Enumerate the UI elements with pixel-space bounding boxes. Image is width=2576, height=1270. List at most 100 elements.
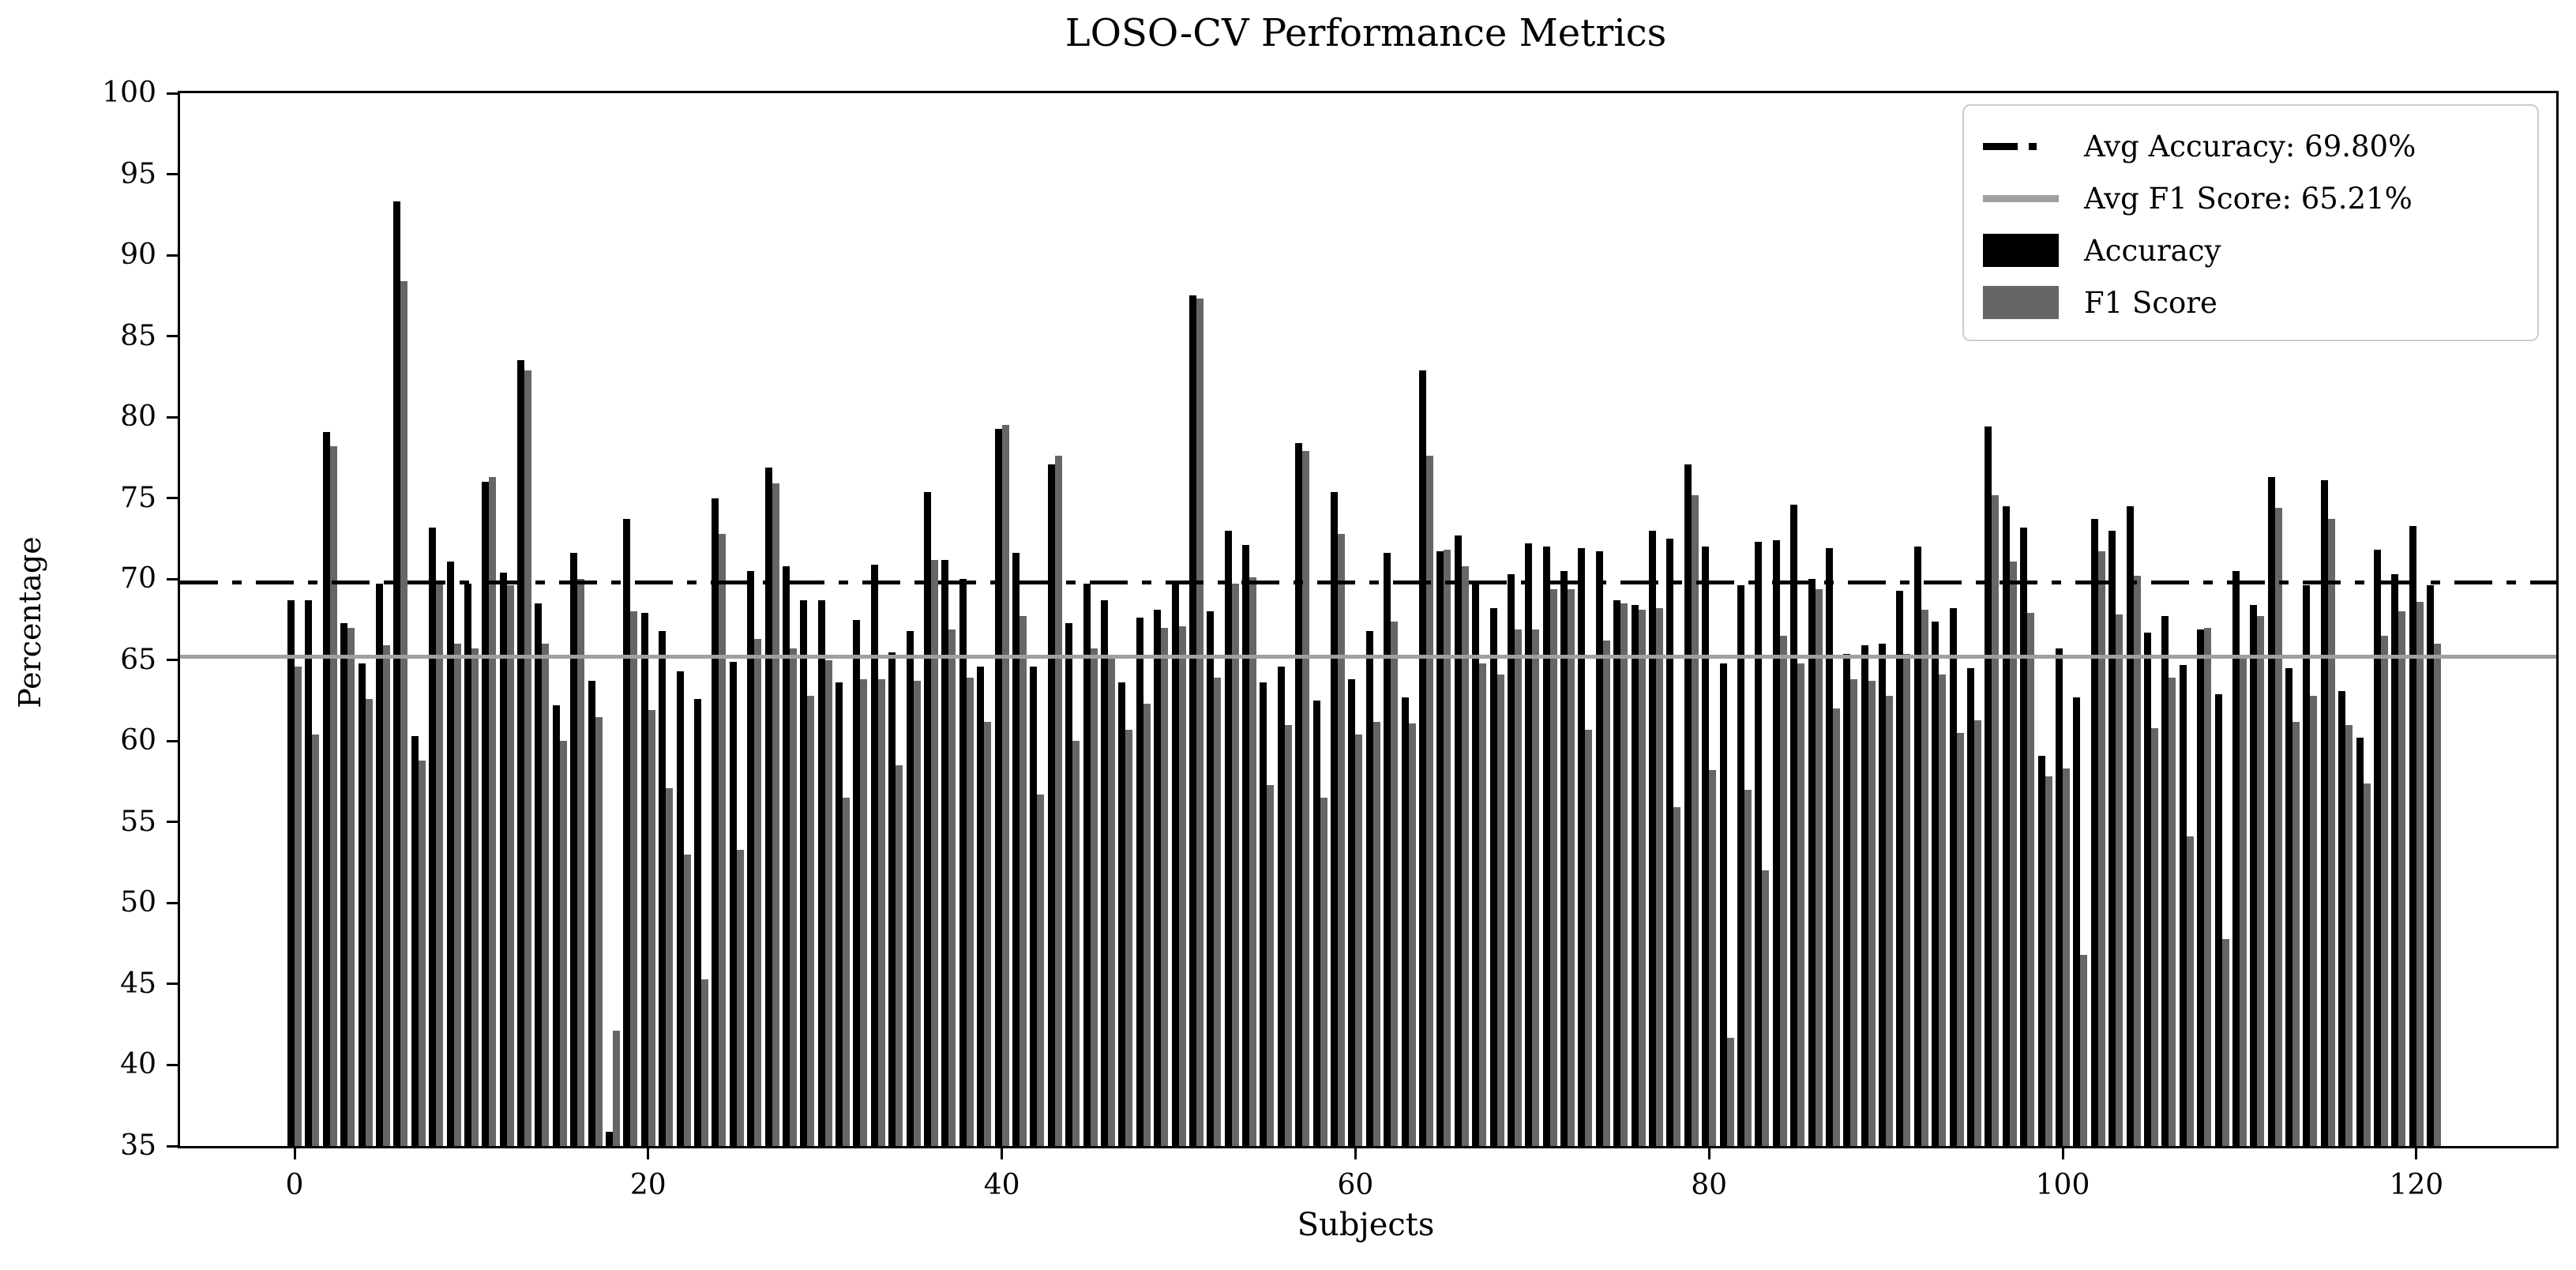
accuracy-bar: [941, 559, 949, 1146]
y-tick-label: 50: [120, 886, 156, 919]
f1-bar: [1249, 577, 1257, 1146]
f1-bar: [948, 629, 956, 1146]
accuracy-bar: [676, 671, 684, 1146]
accuracy-bar: [623, 519, 631, 1146]
accuracy-bar: [2090, 519, 2098, 1146]
accuracy-bar: [1118, 682, 1126, 1146]
y-tick-mark: [167, 415, 178, 419]
f1-bar: [1620, 603, 1628, 1146]
f1-bar: [2381, 636, 2389, 1146]
f1-bar: [1903, 653, 1911, 1146]
f1-bar: [966, 678, 974, 1146]
f1-bar: [524, 370, 532, 1146]
f1-bar: [2027, 613, 2035, 1146]
f1-bar: [843, 798, 851, 1146]
f1-bar: [2221, 938, 2229, 1146]
f1-bar: [1320, 798, 1327, 1146]
accuracy-bar: [853, 619, 861, 1146]
avg-f1-line: [180, 654, 2556, 659]
f1-bar: [2363, 783, 2371, 1146]
f1-bar: [1408, 723, 1416, 1146]
y-tick-label: 65: [120, 643, 156, 676]
accuracy-bar: [305, 599, 313, 1146]
accuracy-bar: [1083, 584, 1091, 1146]
y-tick-label: 55: [120, 805, 156, 838]
accuracy-bar: [1171, 584, 1179, 1146]
accuracy-bar: [1224, 530, 1232, 1146]
f1-bar: [2327, 519, 2335, 1146]
accuracy-bar: [606, 1131, 614, 1146]
f1-bar: [613, 1031, 621, 1146]
f1-bar: [1090, 648, 1098, 1146]
x-tick-label: 0: [285, 1169, 304, 1201]
y-tick-label: 70: [120, 562, 156, 596]
f1-bar: [1072, 741, 1080, 1146]
f1-bar: [1939, 674, 1947, 1146]
accuracy-bar: [2391, 574, 2399, 1146]
accuracy-bar: [1702, 547, 1710, 1146]
accuracy-bar: [287, 599, 295, 1146]
f1-bar: [1549, 588, 1557, 1146]
accuracy-bar: [482, 482, 490, 1146]
f1-bar: [1850, 679, 1858, 1146]
accuracy-bar: [393, 201, 401, 1146]
f1-bar: [1107, 656, 1115, 1146]
f1-bar: [577, 579, 585, 1146]
f1-bar: [1992, 494, 2000, 1146]
f1-bar: [453, 644, 461, 1146]
f1-bar: [719, 533, 727, 1146]
y-tick-mark: [167, 173, 178, 176]
accuracy-bar: [535, 603, 543, 1146]
accuracy-bar: [1560, 570, 1568, 1146]
f1-bar: [436, 584, 444, 1146]
y-tick-label: 40: [120, 1048, 156, 1081]
f1-bar: [1656, 608, 1664, 1146]
f1-bar: [1974, 720, 1982, 1146]
legend-label: Avg Accuracy: 69.80%: [2084, 129, 2416, 163]
f1-bar: [913, 681, 921, 1146]
accuracy-bar: [1030, 666, 1038, 1146]
accuracy-bar: [659, 630, 667, 1146]
accuracy-bar: [552, 705, 560, 1146]
x-tick-label: 40: [983, 1169, 1020, 1201]
accuracy-bar: [2232, 570, 2240, 1146]
accuracy-bar: [1188, 295, 1196, 1146]
accuracy-bar: [1755, 542, 1763, 1146]
accuracy-bar: [1365, 630, 1373, 1146]
accuracy-bar: [1719, 663, 1727, 1146]
x-tick-mark: [1354, 1148, 1357, 1159]
accuracy-bar: [2161, 616, 2169, 1146]
legend-label: Accuracy: [2084, 233, 2221, 268]
accuracy-bar: [1331, 491, 1338, 1146]
accuracy-bar: [588, 681, 595, 1146]
f1-bar: [1284, 724, 1292, 1146]
accuracy-bar: [640, 613, 648, 1146]
y-tick-mark: [167, 92, 178, 95]
accuracy-bar: [1772, 540, 1780, 1146]
f1-bar: [1479, 663, 1487, 1146]
f1-bar: [2434, 644, 2442, 1146]
x-tick-mark: [293, 1148, 296, 1159]
f1-bar: [1921, 610, 1928, 1146]
accuracy-bar: [2197, 629, 2205, 1146]
accuracy-bar: [1384, 553, 1391, 1146]
accuracy-bar: [836, 682, 843, 1146]
y-tick-label: 35: [120, 1129, 156, 1162]
f1-bar: [877, 679, 885, 1146]
legend: Avg Accuracy: 69.80% Avg F1 Score: 65.21%…: [1962, 104, 2539, 341]
accuracy-bar: [340, 622, 348, 1146]
f1-bar: [772, 483, 779, 1146]
f1-bar: [506, 585, 514, 1146]
accuracy-bar: [2320, 480, 2328, 1146]
accuracy-bar: [1595, 551, 1603, 1146]
f1-bar: [2274, 508, 2282, 1146]
x-tick-mark: [2061, 1148, 2064, 1159]
f1-bar: [807, 695, 815, 1146]
f1-bar: [1391, 621, 1399, 1146]
y-axis-label: Percentage: [13, 536, 47, 708]
accuracy-bar: [1312, 701, 1320, 1146]
f1-bar: [1338, 533, 1345, 1146]
x-tick-label: 60: [1337, 1169, 1374, 1201]
y-tick-label: 80: [120, 400, 156, 434]
accuracy-bar: [1932, 621, 1940, 1146]
